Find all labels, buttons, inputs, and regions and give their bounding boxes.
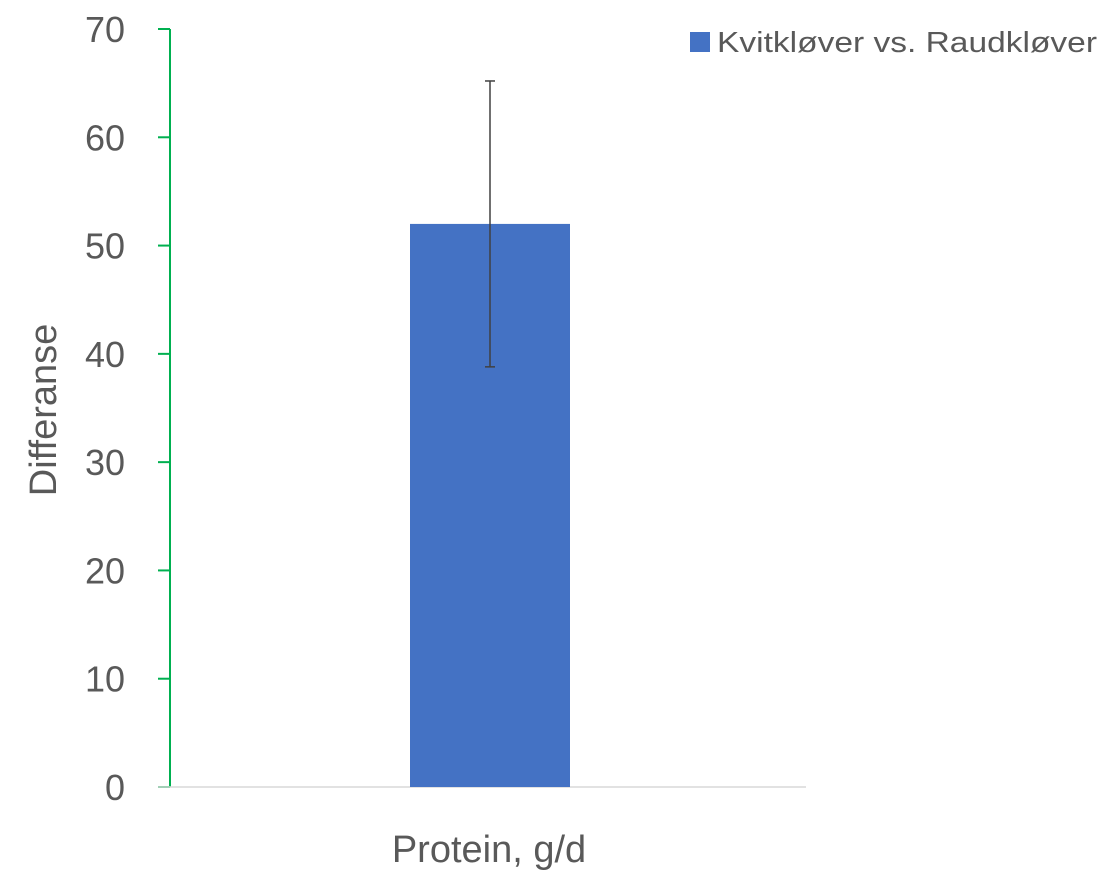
error-bars	[485, 80, 495, 368]
y-ticks: 0 10 20 30 40 50 60 70	[85, 9, 170, 808]
y-tick-label: 70	[85, 9, 125, 50]
legend-swatch	[690, 32, 710, 52]
y-tick-label: 10	[85, 659, 125, 700]
legend-label: Kvitkløver vs. Raudkløver	[717, 27, 1097, 59]
y-axis-title: Differanse	[23, 324, 65, 497]
y-tick-label: 40	[85, 334, 125, 375]
y-tick-label: 50	[85, 226, 125, 267]
y-tick-label: 20	[85, 550, 125, 591]
legend: Kvitkløver vs. Raudkløver	[690, 27, 1097, 59]
x-axis-title: Protein, g/d	[392, 829, 586, 871]
y-axis: 0 10 20 30 40 50 60 70	[85, 9, 171, 808]
y-tick-label: 60	[85, 117, 125, 158]
y-tick-label: 30	[85, 442, 125, 483]
y-tick-label: 0	[105, 767, 125, 808]
